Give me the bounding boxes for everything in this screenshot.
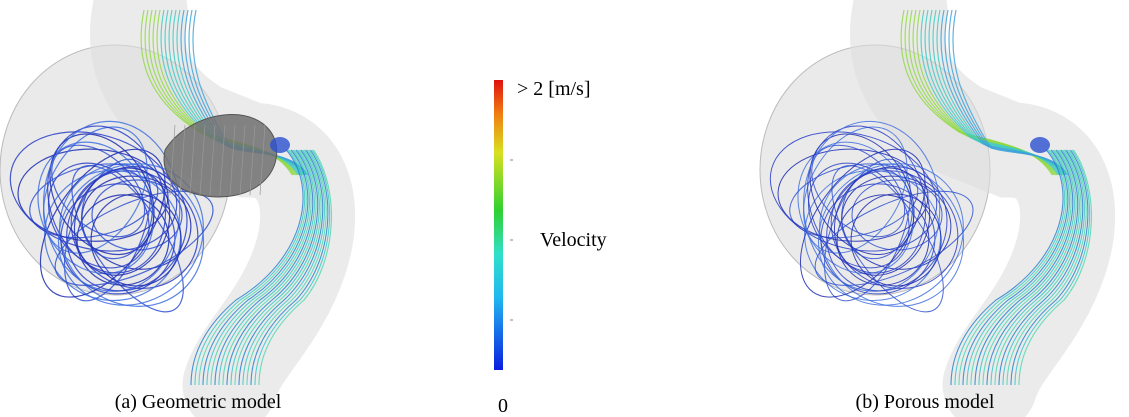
- streamline-loop: [807, 162, 910, 269]
- streamline: [1018, 149, 1092, 386]
- streamline: [254, 149, 331, 386]
- streamline-loop: [76, 194, 170, 286]
- streamline: [1014, 149, 1091, 386]
- streamline-loop: [789, 163, 919, 239]
- flow-diverter: [163, 114, 278, 198]
- device-mesh: [189, 124, 196, 196]
- streamline: [950, 149, 1064, 386]
- streamline: [222, 149, 317, 386]
- streamline: [998, 149, 1084, 386]
- streamline: [990, 149, 1080, 386]
- streamline-loop: [39, 148, 166, 298]
- streamline: [982, 149, 1077, 386]
- streamline-loop: [836, 194, 930, 286]
- device-mesh: [229, 124, 236, 196]
- streamline-loop: [29, 163, 159, 239]
- streamline: [258, 149, 332, 386]
- streamline-loop: [73, 167, 171, 276]
- streamline: [210, 149, 312, 386]
- streamline: [954, 149, 1066, 386]
- device-mesh: [249, 124, 256, 196]
- colorbar-max-label: > 2 [m/s]: [517, 78, 591, 100]
- streamline: [230, 149, 320, 386]
- colorbar-min-label: 0: [498, 395, 508, 417]
- device-mesh: [169, 124, 176, 196]
- device-mesh: [239, 124, 246, 196]
- streamline: [1010, 149, 1089, 386]
- streamline: [966, 149, 1071, 386]
- streamline-loop: [833, 167, 931, 276]
- streamline: [974, 149, 1074, 386]
- streamline: [962, 149, 1069, 386]
- streamline: [190, 149, 304, 386]
- streamline: [986, 149, 1079, 386]
- streamline: [250, 149, 329, 386]
- caption: (a) Geometric model: [115, 391, 282, 413]
- streamline-loop: [826, 166, 948, 292]
- neck: [270, 137, 290, 153]
- streamline-loop: [850, 193, 942, 287]
- streamline-loop: [830, 170, 959, 289]
- streamline: [238, 149, 324, 386]
- streamline: [206, 149, 311, 386]
- colorbar-ticks: [510, 159, 513, 321]
- streamline-loop: [60, 183, 176, 295]
- streamline: [952, 9, 1069, 176]
- streamline-loop: [841, 168, 913, 260]
- streamline-loop: [799, 148, 926, 298]
- streamline-loop: [811, 144, 906, 238]
- streamline: [234, 149, 322, 386]
- streamline-loop: [90, 193, 182, 287]
- device-mesh: [209, 124, 216, 196]
- streamline: [198, 149, 307, 386]
- streamline: [994, 149, 1082, 386]
- streamline-loop: [814, 190, 974, 286]
- streamline: [226, 149, 319, 386]
- vessel-wall: [90, 0, 356, 417]
- streamline-loop: [51, 144, 146, 238]
- streamline: [958, 149, 1067, 386]
- colorbar: [494, 80, 503, 370]
- colorbar-title: Velocity: [540, 229, 607, 251]
- streamline-loop: [817, 163, 964, 306]
- streamline-loop: [70, 170, 199, 290]
- streamline: [1006, 149, 1087, 386]
- streamline-loop: [820, 183, 936, 295]
- render-porous: [759, 0, 1116, 417]
- device-mesh: [259, 124, 266, 196]
- streamline: [242, 149, 325, 386]
- caption: (b) Porous model: [856, 391, 995, 413]
- streamline: [194, 149, 306, 386]
- vessel-wall: [850, 0, 1116, 417]
- streamline-loop: [80, 168, 153, 260]
- render-geometric: [0, 0, 356, 417]
- streamline: [978, 149, 1075, 386]
- streamline: [970, 149, 1072, 386]
- streamline-loop: [47, 162, 150, 269]
- streamline: [1002, 149, 1085, 386]
- streamline-loop: [769, 131, 938, 252]
- streamline-loop: [66, 166, 188, 292]
- streamline: [202, 149, 309, 386]
- streamline: [218, 149, 315, 386]
- streamline-loop: [54, 190, 214, 287]
- device-mesh: [179, 124, 186, 196]
- device-mesh: [199, 124, 206, 196]
- streamline: [246, 149, 327, 386]
- neck: [1030, 137, 1050, 153]
- streamline: [214, 149, 314, 386]
- device-mesh: [219, 124, 226, 196]
